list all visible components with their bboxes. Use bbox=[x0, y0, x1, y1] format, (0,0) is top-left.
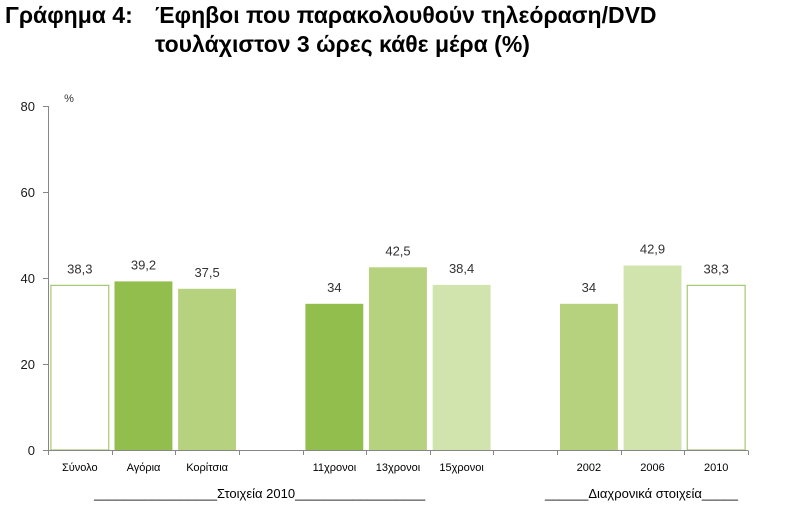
value-label-age-11: 34 bbox=[327, 280, 341, 295]
y-tick-label: 80 bbox=[21, 99, 35, 114]
x-tick-label-total: Σύνολο bbox=[62, 462, 98, 474]
axes: 0 20 40 60 80% bbox=[21, 93, 749, 458]
value-label-year-2010: 38,3 bbox=[704, 261, 729, 276]
x-tick-label-girls: Κορίτσια bbox=[186, 462, 228, 474]
bar-total bbox=[50, 284, 110, 451]
bar-year-2010 bbox=[686, 284, 746, 451]
value-label-boys: 39,2 bbox=[131, 257, 156, 272]
chart-title: Έφηβοι που παρακολουθούν τηλεόραση/DVD τ… bbox=[155, 2, 657, 57]
y-tick-label: 40 bbox=[21, 271, 35, 286]
x-tick-label-year-2002: 2002 bbox=[577, 462, 601, 474]
x-tick-label-year-2006: 2006 bbox=[640, 462, 664, 474]
value-label-girls: 37,5 bbox=[194, 265, 219, 280]
bar-year-2002 bbox=[560, 303, 618, 450]
x-tick-label-age-15: 15χρονοι bbox=[439, 462, 484, 474]
bar-boys bbox=[114, 281, 173, 450]
bar-age-11 bbox=[305, 303, 364, 450]
y-tick-label: 0 bbox=[28, 443, 35, 458]
bar-year-2006 bbox=[623, 265, 682, 450]
value-label-year-2002: 34 bbox=[582, 280, 596, 295]
figure-label: Γράφημα 4: bbox=[5, 2, 133, 28]
x-tick-label-boys: Αγόρια bbox=[127, 462, 161, 474]
value-label-age-15: 38,4 bbox=[449, 261, 474, 276]
group-label: ______Διαχρονικά στοιχεία_____ bbox=[544, 486, 739, 501]
value-label-year-2006: 42,9 bbox=[640, 242, 665, 257]
group-label: _________________Στοιχεία 2010__________… bbox=[93, 486, 426, 501]
y-axis-unit-label: % bbox=[64, 93, 74, 105]
bars: 38,3 39,2 37,5 34 42,5 38,4 34 42,9 38,3 bbox=[50, 242, 746, 451]
value-label-total: 38,3 bbox=[67, 261, 92, 276]
category-labels: Σύνολο Αγόρια Κορίτσια 11χρονοι 13χρονοι 15χρ… bbox=[62, 462, 728, 474]
bar-age-13 bbox=[369, 267, 427, 451]
bar-girls bbox=[178, 288, 236, 451]
x-tick-label-age-13: 13χρονοι bbox=[376, 462, 421, 474]
x-tick-label-year-2010: 2010 bbox=[704, 462, 728, 474]
y-tick-label: 60 bbox=[21, 185, 35, 200]
x-tick-label-age-11: 11χρονοι bbox=[313, 462, 357, 474]
bar-age-15 bbox=[432, 284, 491, 450]
group-labels: _________________Στοιχεία 2010__________… bbox=[93, 486, 739, 501]
y-tick-label: 20 bbox=[21, 357, 35, 372]
value-label-age-13: 42,5 bbox=[385, 243, 410, 258]
